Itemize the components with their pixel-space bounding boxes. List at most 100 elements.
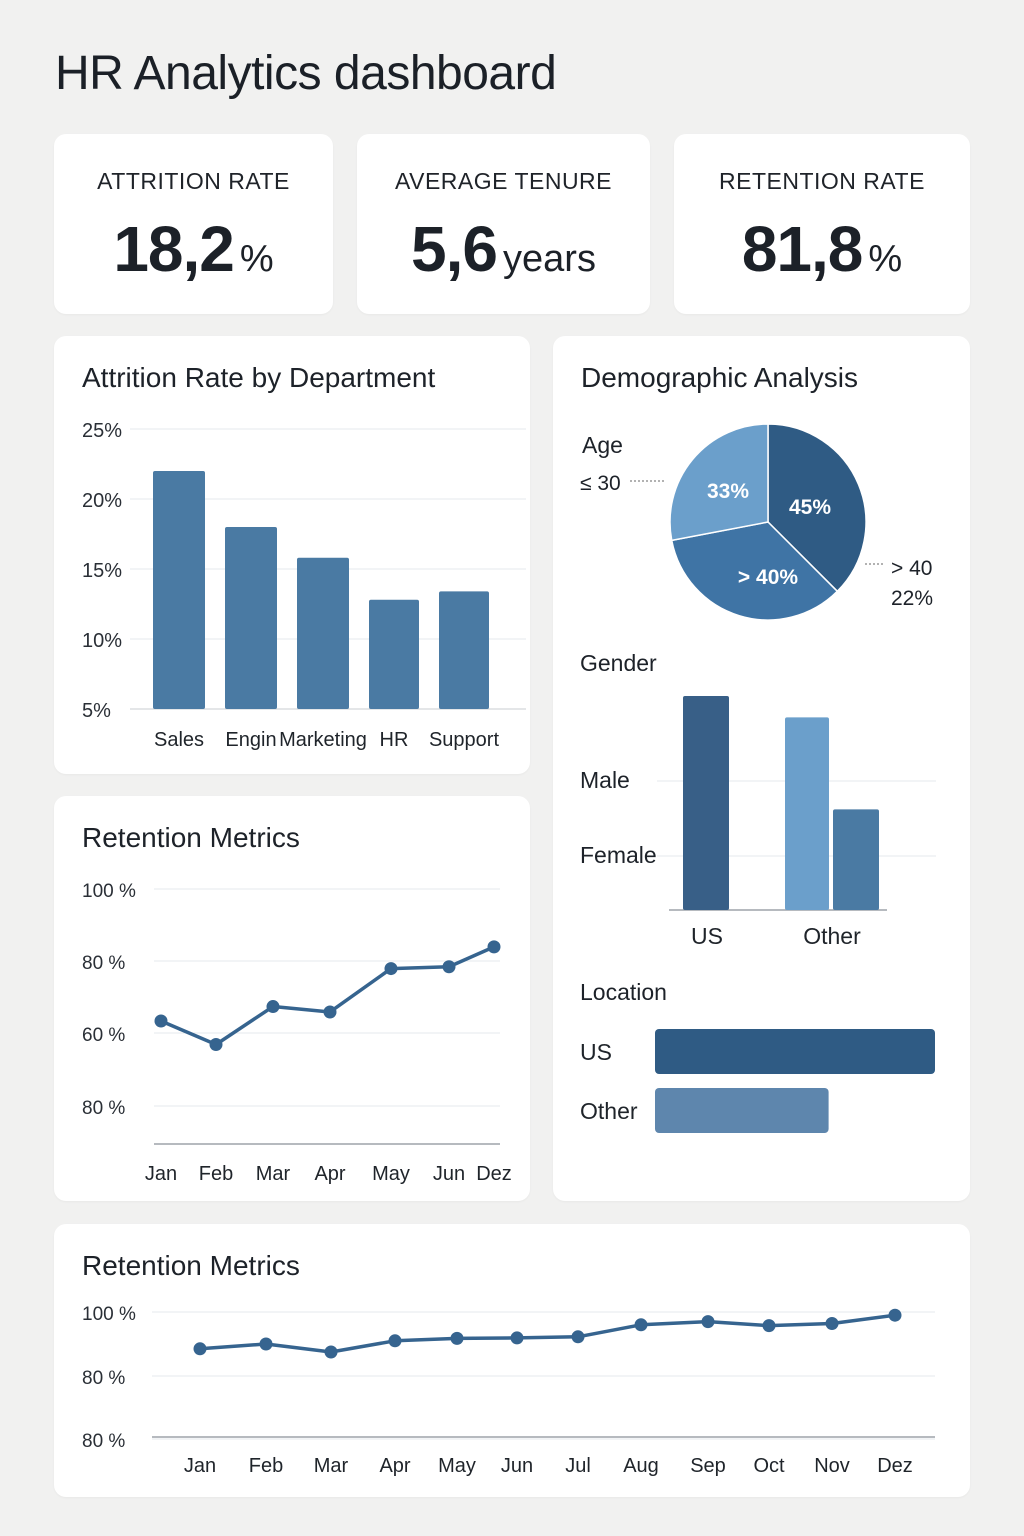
x-tick-label: Sales [154,729,204,751]
pie-slice-label: 33% [707,480,749,503]
gender-bar [683,696,729,910]
x-tick-label: Jan [184,1455,216,1477]
kpi-number: 5,6 [411,213,498,285]
data-point [571,1330,585,1344]
x-tick-label: Nov [814,1455,850,1477]
pie-slice [670,521,839,621]
x-tick-label: May [372,1163,410,1185]
x-tick-label: Aug [623,1455,659,1477]
x-tick-label: Sep [690,1455,726,1477]
kpi-value: 5,6 years [357,212,650,286]
series-line [160,945,495,1047]
series-line [199,1313,896,1354]
location-bar [655,1029,935,1074]
page-title: HR Analytics dashboard [55,47,557,100]
retention-wide-line-chart: 100 % 80 % 80 % Jan Feb Mar Apr May Jun Jul Aug Sep… [82,1304,935,1477]
attrition-bar-chart: 5% 10% 15% 20% 25% Sales Engin Marketing HR Suppo… [82,420,526,751]
retention-small-line-chart: 100 % 80 % 60 % 80 % Jan Feb Mar Apr May Jun Dez [82,881,512,1185]
x-tick-label: US [691,923,723,949]
pie-slice-label: 45% [789,496,831,519]
kpi-card-attrition: ATTRITION RATE 18,2% [54,134,333,314]
x-tick-label: Marketing [279,729,367,751]
pie-slice [669,423,769,542]
gender-bar [785,717,829,910]
kpi-number: 18,2 [113,213,235,285]
x-tick-label: Support [429,729,499,751]
data-point [510,1331,524,1345]
location-bar-label: Other [580,1098,638,1124]
data-point [450,1331,464,1345]
data-point [324,1345,338,1359]
x-tick-label: Jun [433,1163,465,1185]
data-point [209,1038,223,1052]
gender-row-male: Male [580,767,630,793]
kpi-unit: years [503,238,596,280]
data-point [634,1318,648,1332]
data-point [154,1014,168,1028]
bar [297,557,349,709]
demographic-charts: 45% > 40% 33% US Other US Other [580,423,936,1133]
data-point [442,960,456,974]
gender-label: Gender [580,650,657,676]
y-tick-label: 25% [82,420,122,442]
x-tick-label: Dez [877,1455,913,1477]
data-point [259,1337,273,1351]
kpi-card-tenure: AVERAGE TENURE 5,6 years [357,134,650,314]
pie-slice [767,423,867,593]
kpi-label: ATTRITION RATE [97,168,290,194]
x-tick-label: Jan [145,1163,177,1185]
y-tick-label: 80 % [82,953,125,974]
x-tick-label: HR [380,729,409,751]
kpi-label: AVERAGE TENURE [394,168,613,194]
y-tick-label: 80 % [82,1098,125,1119]
attrition-card: Attrition Rate by Department 5% 10% 15% 20%… [54,336,530,774]
age-callout-right-2: 22% [891,587,934,610]
x-tick-label: May [438,1455,476,1477]
y-tick-label: 100 % [82,881,136,902]
pie-slice-label: > 40% [738,566,798,589]
data-point [701,1315,715,1329]
data-point [266,1000,280,1014]
age-callout-right-1: > 40 [891,557,933,580]
kpi-unit: % [239,238,274,280]
data-point [193,1342,207,1356]
retention-small-title: Retention Metrics [82,822,300,853]
y-tick-label: 80 % [82,1431,125,1452]
kpi-number: 81,8 [741,213,864,285]
x-tick-label: Apr [314,1163,345,1185]
y-tick-label: 15% [82,560,122,582]
data-point [323,1005,337,1019]
x-tick-label: Jul [565,1455,591,1477]
retention-wide-title: Retention Metrics [82,1250,300,1281]
demographic-title: Demographic Analysis [581,362,859,393]
location-bar [655,1088,829,1133]
attrition-title: Attrition Rate by Department [82,362,436,393]
bar [369,599,419,709]
data-point [388,1334,402,1348]
gender-bar [833,809,879,910]
kpi-card-retention: RETENTION RATE 81,8% [674,134,970,314]
y-tick-label: 60 % [82,1025,125,1046]
y-tick-label: 20% [82,490,122,512]
x-tick-label: Other [803,923,861,949]
data-point [384,962,398,976]
age-callout-left: ≤ 30 [580,472,621,495]
bar [439,591,489,709]
x-tick-label: Engin [225,729,276,751]
y-tick-label: 80 % [82,1368,125,1389]
retention-wide-card: Retention Metrics 100 % 80 % 80 % Jan Feb Mar… [54,1224,970,1497]
data-point [888,1308,902,1322]
age-label: Age [582,432,623,458]
gender-row-female: Female [580,842,657,868]
bar [153,471,205,709]
x-tick-label: Feb [249,1455,283,1477]
y-tick-label: 100 % [82,1304,136,1325]
kpi-unit: % [868,238,903,280]
x-tick-label: Mar [256,1163,291,1185]
y-tick-label: 5% [82,700,111,722]
x-tick-label: Mar [314,1455,349,1477]
bar [225,527,277,709]
location-bar-label: US [580,1039,612,1065]
kpi-value: 81,8% [674,212,970,286]
y-tick-label: 10% [82,630,122,652]
